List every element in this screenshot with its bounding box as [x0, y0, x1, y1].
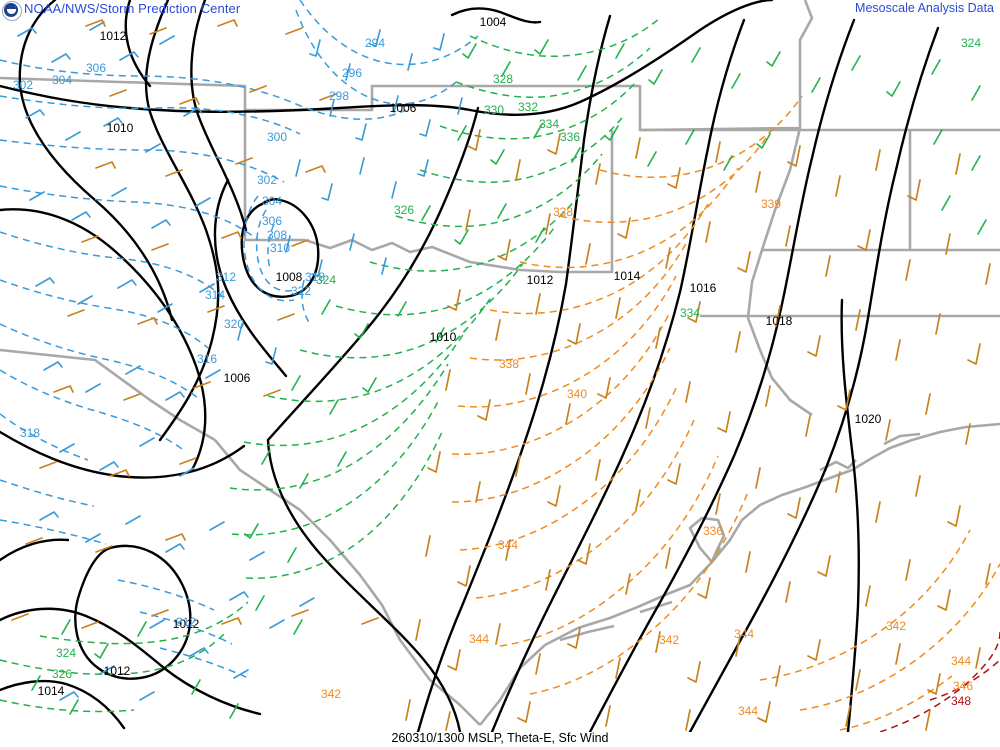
thetae-contour-label: 296 — [341, 66, 363, 80]
mslp-contour-label: 1006 — [389, 101, 417, 115]
thetae-contour-label: 318 — [304, 270, 326, 284]
mslp-contour-label: 1008 — [275, 270, 303, 284]
thetae-contour-label: 310 — [269, 241, 291, 255]
thetae-contour-label: 344 — [468, 632, 490, 646]
footer-divider — [0, 747, 1000, 750]
mslp-contour-label: 1012 — [172, 617, 200, 631]
thetae-contour-label: 324 — [315, 273, 337, 287]
thetae-contour-label: 320 — [223, 317, 245, 331]
thetae-contour-label: 314 — [204, 288, 226, 302]
thetae-contour-label: 312 — [175, 615, 197, 629]
thetae-contour-label: 304 — [261, 194, 283, 208]
mslp-contour-label: 1012 — [99, 29, 127, 43]
mslp-contour-label: 1016 — [689, 281, 717, 295]
mslp-contour-label: 1012 — [103, 664, 131, 678]
thetae-contour-label: 330 — [483, 103, 505, 117]
thetae-contour-label: 302 — [12, 78, 34, 92]
thetae-contour-label: 336 — [702, 524, 724, 538]
wind-barbs — [11, 19, 991, 731]
thetae-contours-blue — [0, 0, 479, 679]
thetae-contour-label: 342 — [320, 687, 342, 701]
mslp-contour-label: 1004 — [479, 15, 507, 29]
state-borders — [0, 0, 1000, 726]
thetae-contours-red — [879, 631, 1000, 732]
thetae-contour-label: 334 — [679, 306, 701, 320]
thetae-contour-label: 318 — [19, 426, 41, 440]
thetae-contour-label: 348 — [950, 694, 972, 708]
thetae-contour-label: 324 — [960, 36, 982, 50]
mslp-contour-label: 1006 — [223, 371, 251, 385]
thetae-contour-label: 344 — [950, 654, 972, 668]
mslp-contour-label: 1018 — [765, 314, 793, 328]
mslp-contour-label: 1012 — [526, 273, 554, 287]
thetae-contour-label: 328 — [492, 72, 514, 86]
thetae-contour-label: 339 — [760, 197, 782, 211]
thetae-contour-label: 340 — [566, 387, 588, 401]
thetae-contour-label: 344 — [737, 704, 759, 718]
thetae-contour-label: 306 — [261, 214, 283, 228]
thetae-contour-label: 342 — [885, 619, 907, 633]
mslp-contour-label: 1020 — [854, 412, 882, 426]
thetae-contour-label: 316 — [196, 352, 218, 366]
weather-map-canvas[interactable]: 1004 1012 1006 1010 1008 1012 1014 1016 1010 1018… — [0, 0, 1000, 732]
thetae-contour-label: 338 — [552, 205, 574, 219]
thetae-contour-label: 304 — [51, 73, 73, 87]
thetae-contour-label: 332 — [517, 100, 539, 114]
thetae-contour-label: 344 — [497, 538, 519, 552]
thetae-contour-label: 338 — [498, 357, 520, 371]
mslp-contour-label: 1010 — [429, 330, 457, 344]
thetae-contour-label: 308 — [266, 228, 288, 242]
thetae-contour-label: 336 — [559, 130, 581, 144]
thetae-contour-label: 344 — [733, 627, 755, 641]
thetae-contour-label: 334 — [538, 117, 560, 131]
thetae-contour-label: 300 — [266, 130, 288, 144]
thetae-contour-label: 346 — [952, 679, 974, 693]
mslp-contour-label: 1014 — [613, 269, 641, 283]
thetae-contour-label: 322 — [290, 284, 312, 298]
thetae-contour-label: 342 — [658, 633, 680, 647]
mslp-contour-label: 1014 — [37, 684, 65, 698]
map-caption: 260310/1300 MSLP, Theta-E, Sfc Wind — [391, 731, 609, 745]
map-svg — [0, 0, 1000, 732]
thetae-contour-label: 294 — [364, 36, 386, 50]
thetae-contour-label: 324 — [55, 646, 77, 660]
thetae-contour-label: 326 — [51, 667, 73, 681]
thetae-contour-label: 326 — [393, 203, 415, 217]
thetae-contour-label: 298 — [328, 89, 350, 103]
thetae-contours-green — [0, 17, 661, 713]
thetae-contour-label: 302 — [256, 173, 278, 187]
mslp-contour-label: 1010 — [106, 121, 134, 135]
thetae-contour-label: 312 — [215, 270, 237, 284]
thetae-contours-orange — [451, 95, 1000, 731]
thetae-contour-label: 306 — [85, 61, 107, 75]
